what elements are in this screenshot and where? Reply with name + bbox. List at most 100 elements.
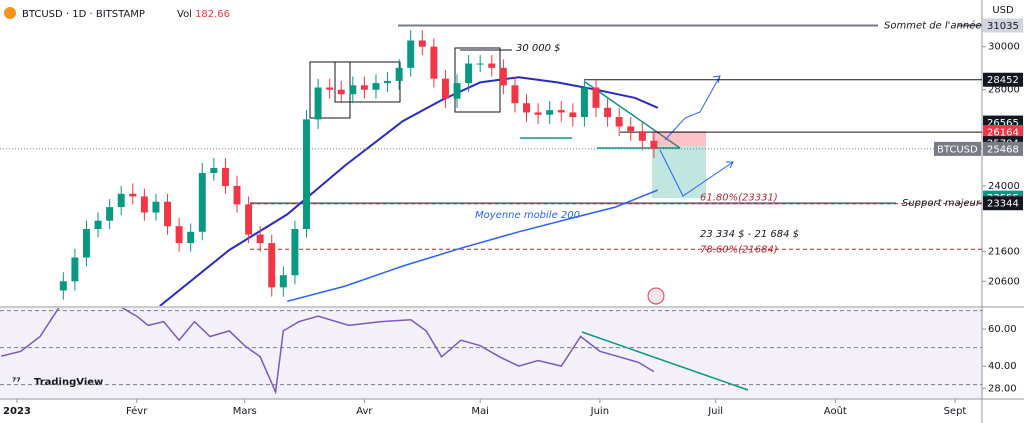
x-tick-label: Août [824, 405, 847, 417]
brand-icon: ⁷⁷ [12, 377, 21, 388]
symbol-title: BTCUSD · 1D · BITSTAMP [22, 9, 145, 20]
arrow-head [712, 75, 721, 84]
candle-body [152, 201, 160, 213]
candle-body [499, 67, 507, 86]
y-tick-label: 20600 [988, 276, 1020, 287]
y-tick-label: 28000 [988, 85, 1020, 96]
candle-body [245, 204, 253, 235]
y-tick-label: 21600 [988, 247, 1020, 258]
candle-body [106, 207, 114, 221]
symbol-icon [4, 7, 16, 19]
candle-body [592, 87, 600, 108]
annotation: 23 334 $ - 21 684 $ [700, 229, 799, 240]
arrow [664, 75, 721, 141]
candle-body [523, 103, 530, 113]
candle-body [534, 112, 542, 115]
x-tick-label: Mai [471, 406, 489, 417]
candle-body [221, 168, 229, 186]
candle-body [360, 85, 368, 90]
x-tick-label: Juil [707, 406, 723, 417]
annotation: 30 000 $ [516, 43, 561, 54]
brand: TradingView [34, 377, 103, 388]
candle-body [279, 275, 287, 288]
candle-body [94, 220, 102, 230]
candle-body [557, 110, 565, 113]
level-label: Sommet de l'année [884, 20, 982, 32]
currency: USD [992, 5, 1014, 16]
last-price-value: 25468 [987, 144, 1019, 155]
volume-label: Vol [177, 9, 192, 20]
last-price-name-box [934, 141, 981, 156]
y-tick-label: 30000 [988, 42, 1020, 53]
candle-body [615, 117, 623, 127]
level-label: 61.80%(23331) [700, 193, 778, 204]
candle-body [441, 78, 449, 99]
candle-body [210, 168, 218, 174]
candle-body [465, 63, 473, 84]
candle-body [407, 40, 415, 68]
candle-body [164, 201, 172, 227]
rsi-pane [0, 308, 982, 395]
candle-body [256, 234, 264, 244]
price-label-box [983, 72, 1023, 87]
price-label-box [983, 196, 1023, 211]
rsi-line [1, 308, 655, 395]
candle-body [337, 89, 345, 95]
candle-body [291, 229, 299, 276]
candle-body [233, 185, 241, 205]
candle-body [175, 226, 183, 244]
candle-body [569, 112, 577, 118]
volume-value: 182.66 [195, 9, 230, 20]
candle-body [117, 193, 125, 208]
candle-body [303, 119, 310, 230]
arrow [659, 149, 734, 197]
candle-body [187, 231, 195, 244]
candle-body [268, 243, 276, 288]
candle-body [453, 83, 461, 99]
candle-body [82, 229, 90, 258]
candle-body [349, 85, 357, 95]
candle-body [326, 87, 334, 90]
candle-body [384, 80, 392, 84]
candle-body [546, 110, 554, 115]
last-price-name: BTCUSD [937, 144, 978, 155]
candle-body [430, 46, 438, 79]
x-tick-label: Juin [590, 406, 609, 417]
target-zone [652, 146, 706, 198]
x-tick-label: Sept [944, 406, 967, 417]
candle-body [418, 40, 426, 47]
candle-body [372, 83, 380, 90]
last-price-box [983, 141, 1023, 156]
candle-body [395, 67, 403, 81]
level-label: 78.60%(21684) [700, 244, 778, 255]
x-tick-label: Avr [356, 406, 373, 417]
price-label-box [983, 125, 1023, 140]
rsi-background [0, 308, 982, 399]
candle-body [314, 87, 322, 120]
price-pane [0, 24, 982, 306]
candle-body [198, 173, 206, 232]
event-icon[interactable] [647, 287, 665, 305]
price-label: 31035 [987, 21, 1019, 32]
price-label: 26164 [987, 128, 1019, 139]
ma-label: Moyenne mobile 200 [475, 210, 580, 221]
arrow-head [726, 161, 734, 169]
y-tick-label: 60.00 [988, 324, 1017, 335]
x-tick-label: Mars [233, 406, 257, 417]
candle-body [580, 87, 588, 118]
candle-body [488, 63, 496, 68]
candle-body [627, 126, 635, 132]
price-label: 26565 [987, 118, 1019, 129]
candle-body [71, 257, 79, 282]
rsi-trend-line [581, 331, 749, 391]
x-tick-label: 2023 [3, 406, 31, 417]
scenario-arrows [659, 75, 734, 197]
trend-lines [520, 81, 749, 391]
candle-body [129, 193, 137, 197]
trend-line [584, 81, 681, 149]
y-tick-label: 24000 [988, 181, 1020, 192]
level-label: Support majeur [902, 198, 981, 209]
moving-average [159, 76, 659, 306]
range-box [334, 61, 401, 103]
